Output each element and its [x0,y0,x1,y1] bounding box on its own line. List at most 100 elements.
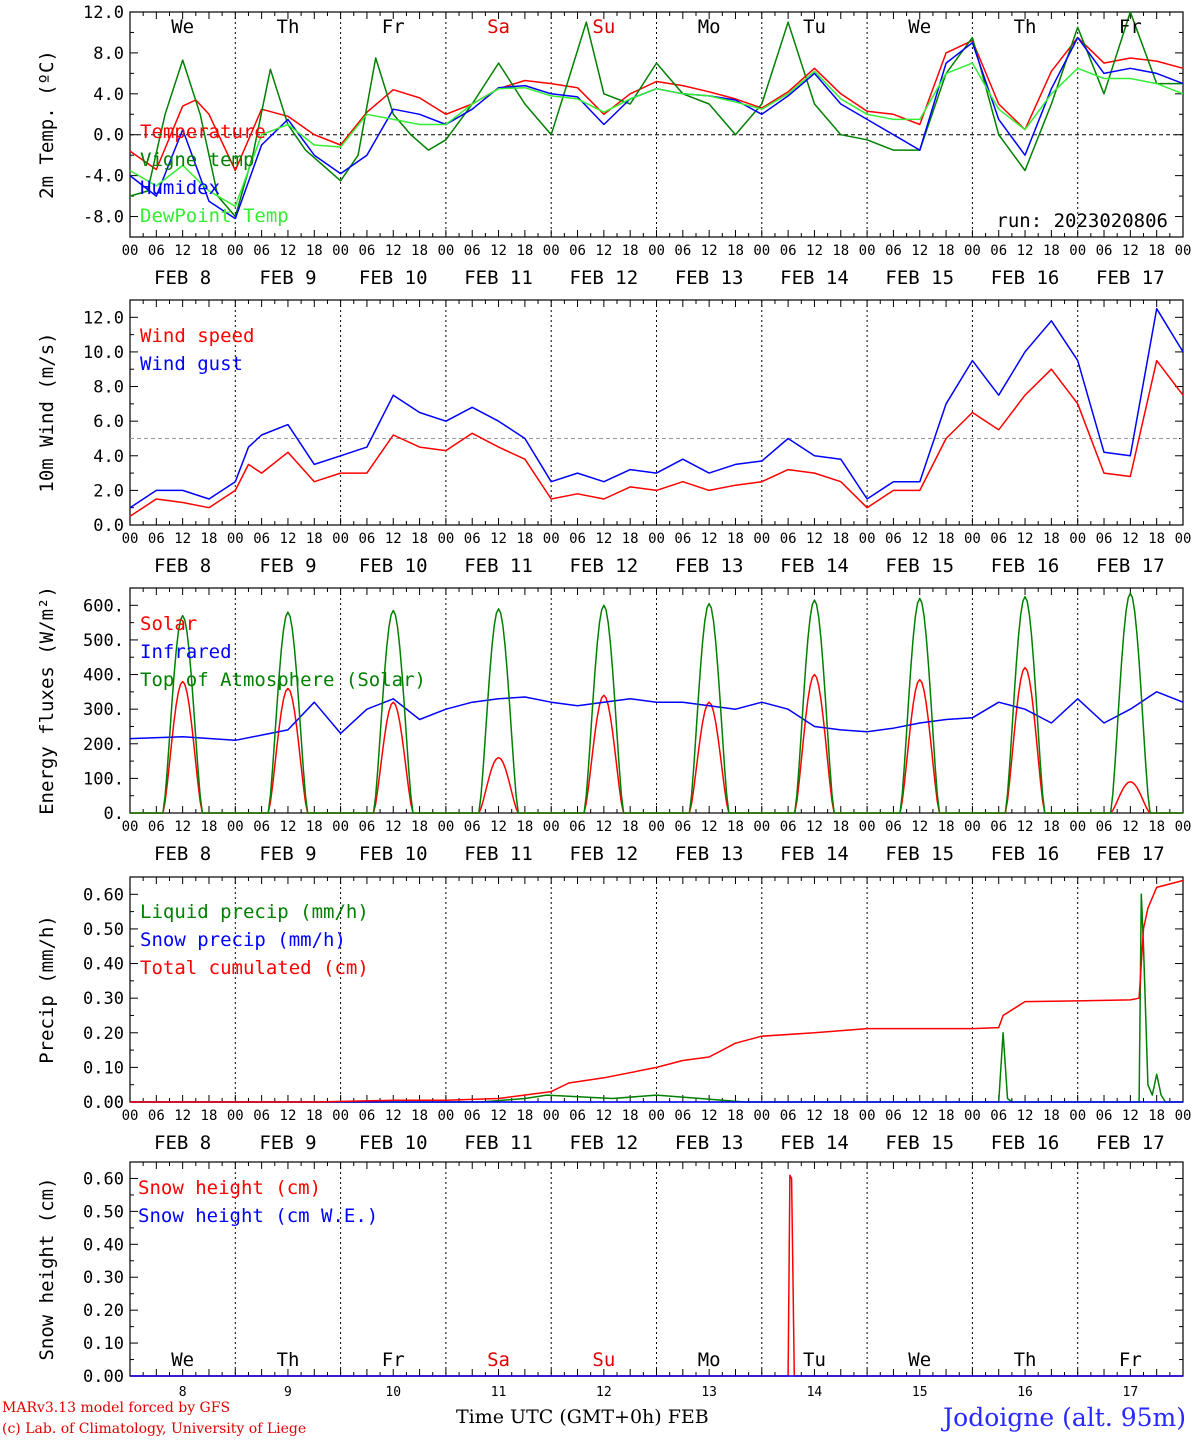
x-hour-label: 06 [990,1108,1007,1124]
x-hour-label: 00 [1069,243,1086,259]
x-hour-label: 12 [806,243,823,259]
x-hour-label: 12 [174,819,191,835]
legend-entry: Humidex [140,177,220,199]
legend-entry: Snow precip (mm/h) [140,929,346,951]
legend-entry: Liquid precip (mm/h) [140,901,369,923]
chart-panel-5: 0.00 0.10 0.20 0.30 0.40 0.50 0.60 Snow height … [36,1161,1184,1387]
x-date-label: FEB 12 [570,267,639,289]
x-hour-label: 12 [1122,531,1139,547]
y-tick-label: 200. [83,735,124,755]
x-hour-label: 12 [490,531,507,547]
x-hour-label: 00 [753,243,770,259]
x-day-number: 13 [701,1385,717,1400]
x-hour-label: 12 [280,1108,297,1124]
x-hour-label: 00 [227,1108,244,1124]
x-hour-label: 06 [569,1108,586,1124]
x-date-label: FEB 10 [359,267,428,289]
x-hour-label: 18 [1148,531,1165,547]
x-date-label: FEB 9 [259,1132,316,1154]
x-hour-label: 12 [1017,1108,1034,1124]
x-hour-label: 00 [332,531,349,547]
x-hour-label: 18 [411,531,428,547]
x-hour-label: 12 [1122,819,1139,835]
x-hour-label: 00 [1175,819,1192,835]
x-hour-label: 12 [385,243,402,259]
x-hour-label: 00 [1069,531,1086,547]
x-date-label: FEB 14 [780,267,849,289]
x-date-label: FEB 11 [464,267,533,289]
x-hour-label: 18 [306,243,323,259]
x-hour-label: 18 [1148,819,1165,835]
x-hour-label: 06 [1096,243,1113,259]
x-hour-label: 06 [358,819,375,835]
x-date-label: FEB 10 [359,1132,428,1154]
x-hour-label: 18 [727,1108,744,1124]
x-hour-label: 18 [1148,243,1165,259]
x-hour-label: 06 [464,819,481,835]
x-date-label: FEB 13 [675,1132,744,1154]
weekday-label: We [171,16,194,38]
x-hour-label: 12 [1017,531,1034,547]
legend-entry: Infrared [140,641,232,663]
x-hour-label: 00 [1175,243,1192,259]
legend-entry: Temperature [140,121,266,143]
x-hour-label: 00 [332,243,349,259]
y-tick-label: 0.60 [83,885,124,905]
x-hour-label: 18 [411,243,428,259]
weekday-label: We [908,1349,931,1371]
x-hour-label: 12 [911,531,928,547]
weekday-label: Su [592,1349,615,1371]
weekday-label: Fr [382,1349,405,1371]
weekday-label: Su [592,16,615,38]
y-tick-label: 0.50 [83,920,124,940]
x-hour-label: 12 [385,819,402,835]
series-line-wind-gust [129,307,1184,509]
x-hour-label: 00 [543,243,560,259]
lab-credit: (c) Lab. of Climatology, University of L… [2,1421,307,1437]
series-line-liquid-precip-mm-h [130,893,1183,1103]
legend-entry: DewPoint Temp [140,205,289,227]
legend-entry: Wind gust [140,353,243,375]
x-date-label: FEB 8 [154,555,211,577]
x-hour-label: 00 [332,1108,349,1124]
weekday-label: Sa [487,1349,510,1371]
x-hour-label: 06 [885,243,902,259]
x-hour-label: 12 [490,243,507,259]
x-hour-label: 12 [490,819,507,835]
x-date-label: FEB 17 [1096,555,1165,577]
legend-entry: Wind speed [140,325,254,347]
y-tick-label: 0.30 [83,1268,124,1288]
x-hour-label: 18 [1043,1108,1060,1124]
y-tick-label: -4.0 [83,167,124,187]
chart-panel-2: 0.0 2.0 4.0 6.0 8.0 10.0 12.0 10m Wind (m/s) Win… [36,299,1191,577]
x-hour-label: 00 [227,531,244,547]
x-day-number: 12 [596,1385,612,1400]
chart-panel-1: -8.0 -4.0 0.0 4.0 8.0 12.0 2m Temp. (ºC) Temper… [36,3,1191,289]
y-tick-label: 100. [83,769,124,789]
y-tick-label: 0.0 [93,516,124,536]
x-hour-label: 00 [753,531,770,547]
x-hour-label: 06 [358,1108,375,1124]
x-hour-label: 06 [358,531,375,547]
x-hour-label: 06 [674,531,691,547]
x-axis-label: Time UTC (GMT+0h) FEB [456,1406,709,1428]
x-hour-label: 18 [832,1108,849,1124]
x-hour-label: 06 [885,819,902,835]
model-credit: MARv3.13 model forced by GFS [2,1400,231,1416]
x-hour-label: 00 [1175,1108,1192,1124]
x-date-label: FEB 8 [154,267,211,289]
x-date-label: FEB 8 [154,1132,211,1154]
x-hour-label: 00 [437,1108,454,1124]
x-hour-label: 18 [1043,819,1060,835]
x-hour-label: 12 [701,819,718,835]
x-hour-label: 06 [780,1108,797,1124]
x-hour-label: 12 [280,243,297,259]
x-hour-label: 00 [648,1108,665,1124]
x-hour-label: 18 [411,819,428,835]
x-date-label: FEB 10 [359,555,428,577]
x-day-number: 9 [284,1385,292,1400]
x-hour-label: 12 [701,1108,718,1124]
x-hour-label: 18 [411,1108,428,1124]
x-hour-label: 18 [938,819,955,835]
